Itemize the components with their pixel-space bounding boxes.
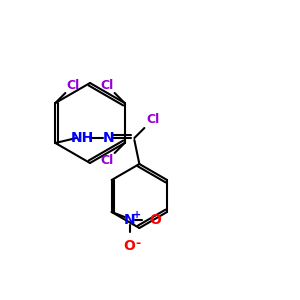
Text: O: O [150,213,161,227]
Text: +: + [133,210,141,220]
Text: -: - [135,238,140,250]
Text: Cl: Cl [100,154,114,167]
Text: N: N [103,131,114,145]
Text: N: N [124,213,136,227]
Text: Cl: Cl [146,113,160,126]
Text: Cl: Cl [66,79,80,92]
Text: O: O [124,239,136,253]
Text: NH: NH [71,131,94,145]
Text: Cl: Cl [100,79,114,92]
